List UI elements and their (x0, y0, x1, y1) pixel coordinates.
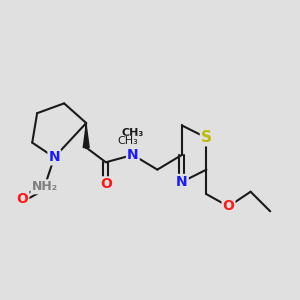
Text: O: O (223, 200, 235, 213)
Text: N: N (176, 175, 188, 189)
Text: O: O (100, 177, 112, 191)
Text: O: O (16, 192, 28, 206)
Text: S: S (201, 130, 212, 145)
Text: N: N (127, 148, 139, 162)
Text: N: N (49, 150, 60, 164)
Text: CH₃: CH₃ (118, 136, 138, 146)
Text: CH₃: CH₃ (122, 128, 144, 138)
Polygon shape (83, 125, 89, 148)
Text: NH₂: NH₂ (32, 180, 58, 193)
